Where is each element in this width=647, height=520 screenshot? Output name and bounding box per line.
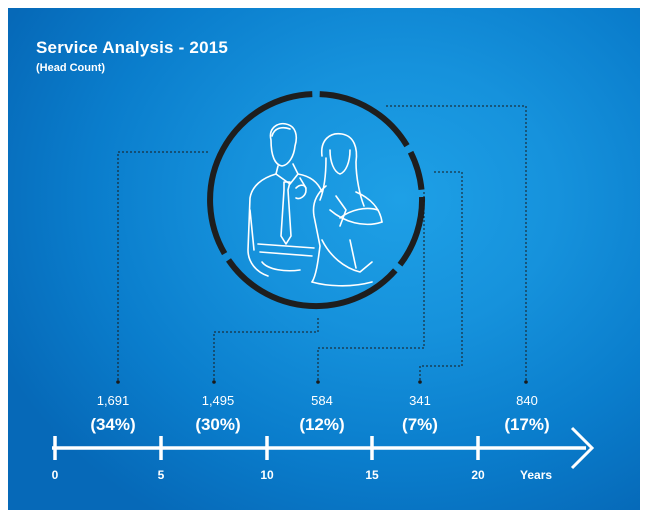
- donut-ring: [207, 91, 426, 310]
- chart-subtitle: (Head Count): [36, 62, 106, 74]
- tick-label: 20: [471, 468, 485, 482]
- ring-segment: [226, 258, 398, 310]
- arrow-right-icon: [570, 426, 595, 470]
- axis-ticks: [53, 436, 480, 460]
- ring-segment: [319, 91, 410, 148]
- leader-line: [384, 105, 527, 380]
- percent-label: (34%): [90, 415, 135, 434]
- leader-dot: [418, 380, 422, 384]
- tick-label: 5: [158, 468, 165, 482]
- tick-labels: 0 5 10 15 20: [52, 468, 485, 482]
- percent-label: (12%): [299, 415, 344, 434]
- count-label: 1,495: [202, 393, 235, 408]
- ring-segment: [407, 150, 425, 191]
- percent-label: (30%): [195, 415, 240, 434]
- leader-dot: [116, 380, 120, 384]
- percent-label: (17%): [504, 415, 549, 434]
- ring-segment: [207, 91, 313, 256]
- count-labels: 1,691 1,495 584 341 840: [97, 393, 538, 408]
- count-label: 341: [409, 393, 431, 408]
- leader-line: [317, 192, 425, 380]
- percent-label: (7%): [402, 415, 438, 434]
- leader-dot: [316, 380, 320, 384]
- leader-lines: [116, 105, 528, 384]
- leader-line: [117, 151, 210, 380]
- leader-dot: [524, 380, 528, 384]
- leader-dot: [212, 380, 216, 384]
- people-illustration-icon: [247, 122, 383, 287]
- tick-label: 0: [52, 468, 59, 482]
- x-axis-label: Years: [520, 468, 552, 482]
- chart-title: Service Analysis - 2015: [36, 38, 229, 57]
- count-label: 840: [516, 393, 538, 408]
- tick-label: 10: [260, 468, 274, 482]
- count-label: 584: [311, 393, 333, 408]
- ring-segment: [397, 196, 426, 267]
- leader-line: [419, 171, 463, 380]
- leader-line: [213, 318, 319, 380]
- percent-labels: (34%) (30%) (12%) (7%) (17%): [90, 415, 549, 434]
- tick-label: 15: [365, 468, 379, 482]
- count-label: 1,691: [97, 393, 130, 408]
